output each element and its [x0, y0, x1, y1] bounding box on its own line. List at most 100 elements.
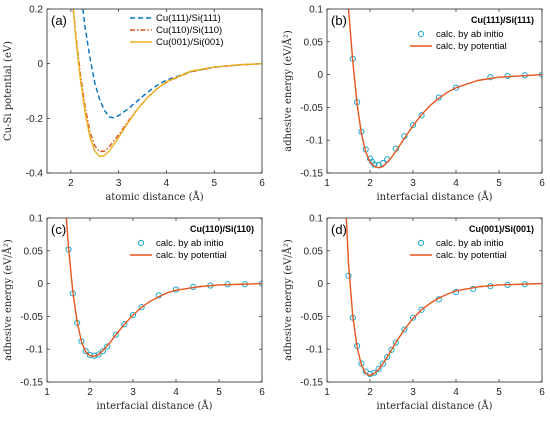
legend-entry: calc. by ab initio	[436, 29, 504, 40]
data-point	[371, 369, 378, 376]
panel-d: 1 2 3 4 5 6 -0.15 -0.1 -0.05 0 0.05 0.1 interfacial …	[282, 214, 545, 413]
panel-letter: (b)	[331, 13, 347, 28]
legend-entry: calc. by potential	[156, 250, 227, 261]
data-point	[138, 304, 145, 311]
legend-entry: Cu(001)/Si(001)	[156, 37, 224, 48]
data-point	[86, 352, 94, 359]
data-point	[82, 348, 89, 355]
legend-entry: Cu(110)/Si(110)	[156, 25, 222, 36]
data-point	[401, 326, 408, 333]
data-point	[375, 365, 382, 372]
y-tick-label: 0	[317, 70, 323, 81]
data-point	[418, 306, 425, 313]
series-group	[345, 218, 542, 378]
legend-entry: calc. by ab initio	[436, 238, 504, 249]
legend-entry: Cu(111)/Si(111)	[156, 13, 221, 24]
y-tick-label: 0.1	[309, 214, 323, 225]
x-tick-label: 2	[367, 387, 373, 398]
legend-marker	[417, 239, 425, 247]
data-point	[95, 351, 102, 358]
x-axis-label: atomic distance (Å)	[105, 191, 203, 203]
y-axis-label: adhesive energy (eV/Å²)	[282, 30, 294, 152]
x-tick-label: 3	[410, 387, 416, 398]
x-tick-label: 1	[44, 387, 50, 398]
y-axis-label: adhesive energy (eV/Å²)	[2, 239, 14, 361]
panel-a: 2 3 4 5 6 -0.4 -0.2 0 0.2 atomic distance (Å) Cu-S…	[3, 5, 265, 204]
y-tick-label: -0.15	[300, 378, 323, 389]
x-tick-label: 4	[173, 387, 179, 398]
y-tick-label: -0.05	[300, 312, 323, 323]
x-tick-label: 3	[130, 387, 136, 398]
panel-letter: (d)	[331, 222, 347, 237]
panel-b: 1 2 3 4 5 6 -0.15 -0.1 -0.05 0 0.05 0.1 interfacial …	[282, 5, 545, 204]
legend-entry: calc. by potential	[436, 250, 507, 261]
panel-letter: (c)	[51, 222, 66, 237]
y-axis-label: adhesive energy (eV/Å²)	[282, 239, 294, 361]
data-point	[392, 339, 399, 346]
y-tick-label: 0	[317, 279, 323, 290]
data-point	[452, 84, 460, 91]
x-tick-label: 6	[539, 387, 545, 398]
data-point	[99, 348, 107, 355]
data-point	[112, 331, 119, 338]
x-tick-label: 4	[453, 387, 459, 398]
x-tick-label: 3	[116, 178, 122, 189]
x-axis-label: interfacial distance (Å)	[96, 400, 212, 412]
series-line	[65, 218, 262, 358]
data-point	[379, 360, 386, 367]
panel-title: Cu(001)/Si(001)	[469, 224, 534, 234]
x-tick-label: 5	[211, 178, 217, 189]
data-point	[409, 314, 417, 321]
y-tick-label: 0.05	[24, 246, 44, 257]
x-tick-label: 6	[539, 178, 545, 189]
y-tick-label: -0.05	[300, 103, 323, 114]
y-tick-label: -0.15	[300, 169, 323, 180]
legend-marker	[137, 239, 145, 247]
series-line	[72, 9, 262, 158]
y-axis-label: Cu-Si potential (eV)	[3, 41, 14, 141]
x-tick-label: 1	[324, 387, 330, 398]
x-tick-label: 4	[164, 178, 170, 189]
x-axis-label: interfacial distance (Å)	[376, 191, 492, 203]
data-point	[435, 94, 442, 101]
legend-entry: calc. by ab initio	[156, 238, 224, 249]
y-tick-label: -0.1	[306, 136, 324, 147]
y-tick-label: 0.1	[29, 214, 43, 225]
x-tick-label: 5	[496, 387, 502, 398]
data-point	[418, 112, 425, 119]
y-tick-label: 0.1	[309, 5, 323, 16]
data-point	[409, 122, 417, 129]
x-tick-label: 1	[324, 178, 330, 189]
y-tick-label: 0	[37, 279, 43, 290]
axes-frame	[326, 217, 543, 383]
series-line	[347, 9, 542, 169]
data-point	[388, 346, 395, 353]
panel-title: Cu(110)/Si(110)	[190, 224, 254, 234]
x-tick-label: 3	[410, 178, 416, 189]
y-tick-label: 0	[37, 59, 43, 70]
y-tick-label: -0.2	[26, 114, 44, 125]
x-tick-label: 2	[87, 387, 93, 398]
x-tick-label: 6	[259, 178, 265, 189]
data-point	[121, 321, 128, 328]
data-point	[345, 272, 352, 279]
y-tick-label: -0.4	[26, 169, 44, 180]
series-group	[72, 9, 262, 158]
series-group	[347, 9, 542, 169]
x-tick-label: 5	[496, 178, 502, 189]
series-group	[65, 218, 262, 359]
legend: Cu(111)/Si(111)Cu(110)/Si(110)Cu(001)/Si…	[130, 13, 224, 48]
y-tick-label: -0.1	[306, 345, 324, 356]
legend-entry: calc. by potential	[436, 41, 507, 52]
data-point	[384, 353, 391, 361]
x-axis-label: interfacial distance (Å)	[376, 400, 492, 412]
data-point	[104, 343, 111, 350]
x-tick-label: 2	[367, 178, 373, 189]
panel-letter: (a)	[51, 13, 67, 28]
y-tick-label: -0.1	[26, 345, 44, 356]
x-tick-label: 2	[68, 178, 74, 189]
